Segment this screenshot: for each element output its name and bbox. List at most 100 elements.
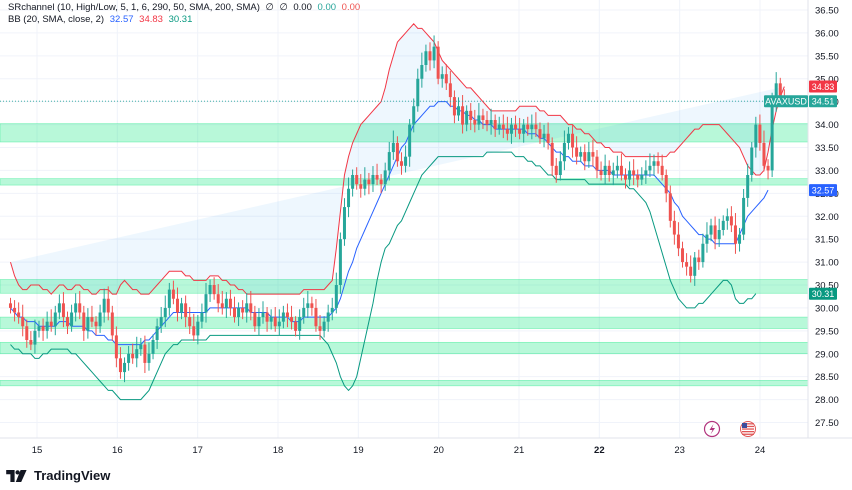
price-axis-bg [808, 0, 852, 438]
candle-body [106, 298, 110, 313]
candle-body [579, 152, 583, 157]
candle-body [8, 303, 12, 308]
candle-body [762, 142, 766, 166]
candle-body [208, 285, 212, 295]
candle-body [118, 358, 122, 373]
last-price-label: 34.51 [812, 97, 835, 107]
candle-body [383, 170, 387, 185]
time-tick-label: 19 [353, 445, 364, 456]
candle-body [220, 303, 224, 308]
candle-body [285, 312, 289, 318]
candle-body [216, 294, 220, 304]
candle-body [175, 298, 179, 313]
candle-body [21, 317, 25, 327]
time-tick-label: 22 [594, 445, 605, 456]
candle-body [758, 124, 762, 143]
price-tick-label: 36.50 [815, 6, 839, 17]
time-tick-label: 21 [514, 445, 525, 456]
candle-body [334, 285, 338, 308]
candle-body [701, 243, 705, 263]
candle-body [41, 326, 45, 331]
candle-body [550, 142, 554, 166]
candle-body [514, 124, 518, 130]
candle-body [534, 124, 538, 130]
candle-body [636, 175, 640, 180]
price-tick-label: 31.50 [815, 235, 839, 246]
candle-body [440, 74, 444, 79]
price-tick-label: 33.00 [815, 166, 839, 177]
candle-body [469, 110, 473, 120]
candle-body [180, 303, 184, 313]
candle-body [25, 326, 29, 340]
candle-body [554, 165, 558, 175]
candle-body [245, 303, 249, 313]
candle-body [672, 220, 676, 235]
srchannel-marker-2: ∅ [279, 2, 288, 13]
price-tick-label: 34.00 [815, 120, 839, 131]
bb-lower-price-label-bg [809, 287, 837, 300]
price-tick-label: 30.00 [815, 303, 839, 314]
candle-body [591, 152, 595, 157]
flag-stripe [742, 431, 754, 433]
bolt-icon [709, 424, 715, 435]
candle-body [493, 120, 497, 130]
price-axis[interactable]: 36.5036.0035.5035.0034.5034.0033.5033.00… [807, 0, 852, 438]
candle-body [74, 303, 78, 313]
candle-body [277, 321, 281, 327]
symbol-price-label: AVAXUSD [765, 97, 807, 107]
candle-body [224, 298, 228, 308]
candle-body [310, 303, 314, 308]
candle-body [139, 344, 143, 350]
candle-body [342, 207, 346, 240]
time-axis[interactable]: 15 16 17 18 19 20 21 22 23 24 [0, 437, 852, 456]
candle-body [395, 142, 399, 162]
srchannel-title: SRchannel (10, High/Low, 5, 1, 6, 290, 5… [8, 2, 260, 13]
candle-body [200, 312, 204, 322]
us-flag-icon[interactable] [740, 421, 756, 437]
candle-body [754, 124, 758, 148]
time-tick-label: 15 [32, 445, 43, 456]
candle-body [249, 303, 253, 313]
candle-body [167, 289, 171, 308]
sr-zone [0, 316, 809, 329]
candle-body [45, 321, 49, 331]
price-tick-label: 27.50 [815, 418, 839, 429]
last-price-label-bg [809, 95, 837, 108]
candle-body [110, 312, 114, 336]
candle-body [623, 175, 627, 180]
price-tick-label: 28.00 [815, 395, 839, 406]
candle-body [444, 74, 448, 84]
event-icon-purple[interactable] [703, 420, 721, 438]
candle-body [465, 110, 469, 125]
time-tick-label: 16 [112, 445, 123, 456]
candle-body [595, 156, 599, 171]
price-tick-label: 32.00 [815, 212, 839, 223]
candle-body [17, 312, 21, 318]
candle-body [338, 239, 342, 285]
grid [0, 0, 808, 438]
price-tick-label: 29.00 [815, 349, 839, 360]
candle-body [685, 262, 689, 267]
candle-body [82, 312, 86, 331]
srchannel-value-3: 0.00 [341, 2, 361, 13]
candle-body [70, 312, 74, 327]
candle-body [228, 298, 232, 308]
tradingview-logo[interactable]: TradingView [6, 468, 110, 483]
candle-body [542, 133, 546, 139]
candle-body [290, 317, 294, 322]
candle-body [448, 83, 452, 98]
candle-body [37, 326, 41, 331]
candle-body [379, 179, 383, 185]
candle-body [497, 124, 501, 130]
event-icons[interactable] [703, 420, 756, 438]
candle-body [619, 165, 623, 175]
candle-body [90, 317, 94, 322]
flag-stripe [742, 423, 754, 425]
candle-body [562, 142, 566, 162]
candle-body [98, 312, 102, 327]
srchannel-value-1: 0.00 [293, 2, 312, 13]
bb-basis-price-label-bg [809, 184, 837, 197]
candle-body [408, 124, 412, 157]
